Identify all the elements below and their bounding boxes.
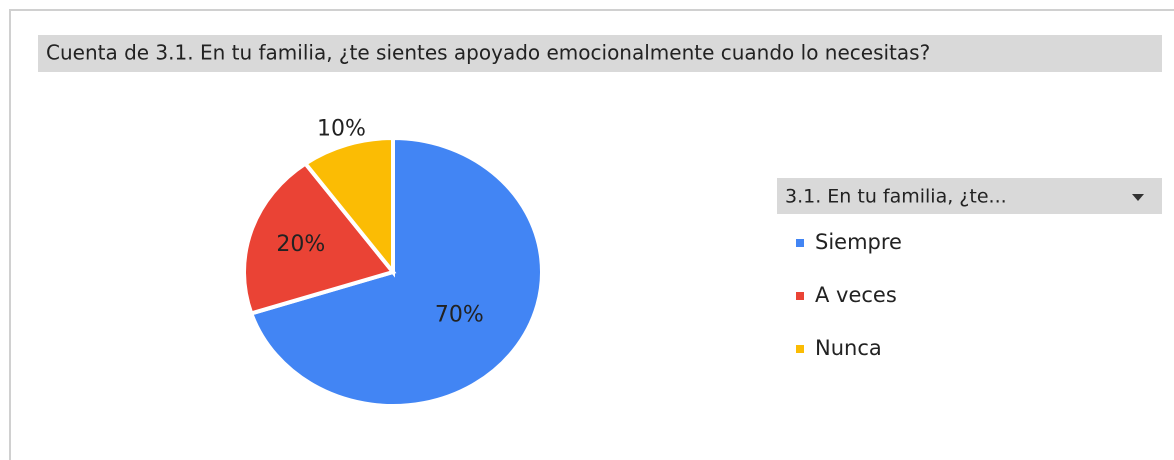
chart-frame bbox=[9, 9, 1174, 460]
legend-swatch bbox=[796, 292, 804, 300]
chart-title: Cuenta de 3.1. En tu familia, ¿te siente… bbox=[46, 41, 930, 65]
legend-label: A veces bbox=[815, 283, 897, 307]
pie-slice bbox=[242, 160, 397, 316]
dropdown-arrow[interactable] bbox=[1132, 194, 1144, 201]
data-label: 20% bbox=[276, 232, 325, 257]
legend-header[interactable] bbox=[777, 178, 1162, 214]
legend-swatch bbox=[796, 239, 804, 247]
pie-slice bbox=[302, 135, 395, 278]
legend-swatch bbox=[796, 345, 804, 353]
legend-label: Nunca bbox=[815, 336, 882, 360]
data-label: 10% bbox=[317, 116, 366, 141]
title-bar bbox=[38, 35, 1162, 72]
legend-title: 3.1. En tu familia, ¿te... bbox=[785, 186, 1007, 208]
legend-label: Siempre bbox=[815, 230, 902, 254]
data-label: 70% bbox=[435, 302, 484, 327]
pie-slice bbox=[248, 135, 544, 408]
